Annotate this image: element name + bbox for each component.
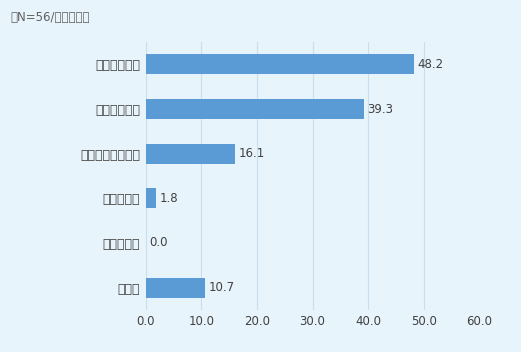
Bar [146, 144, 235, 164]
Text: 39.3: 39.3 [368, 102, 394, 115]
Text: 16.1: 16.1 [239, 147, 265, 160]
Text: 1.8: 1.8 [159, 192, 178, 205]
Bar [146, 55, 414, 75]
Text: 48.2: 48.2 [417, 58, 443, 71]
Bar [146, 188, 156, 208]
Bar [146, 99, 364, 119]
Text: 0.0: 0.0 [149, 237, 168, 250]
Text: 10.7: 10.7 [209, 281, 235, 294]
Text: （N=56/複数回答）: （N=56/複数回答） [10, 11, 90, 24]
Bar [146, 277, 205, 297]
